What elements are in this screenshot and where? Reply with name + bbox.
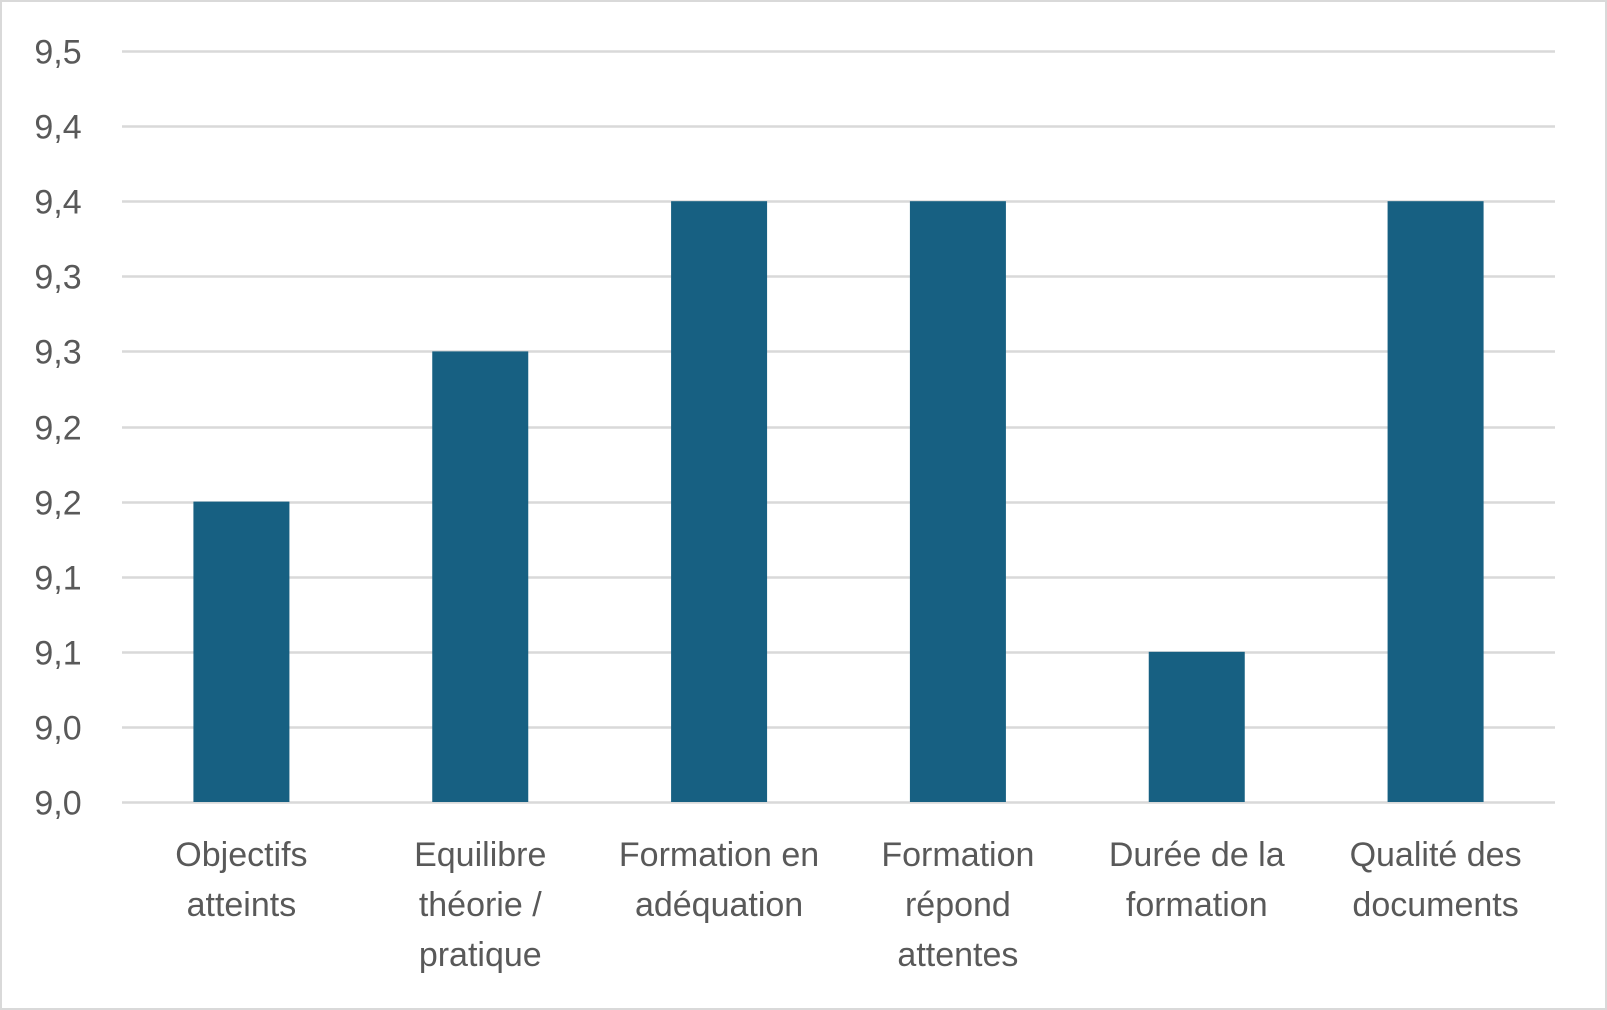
bar (1148, 651, 1245, 802)
x-category-label-line: Qualité des (1350, 836, 1522, 874)
x-category-label: Equilibre théorie / pratique (414, 836, 546, 974)
x-category-label-line: pratique (419, 936, 542, 974)
x-category-label-line: formation (1126, 886, 1268, 924)
x-category-label-line: attentes (897, 936, 1018, 974)
x-category-label: Formation en adéquation (619, 836, 819, 924)
x-category-label: Durée de la formation (1109, 836, 1285, 924)
bar (432, 351, 529, 802)
bar (193, 501, 290, 802)
x-category-label: Objectifs atteints (175, 836, 307, 924)
x-category-label-line: théorie / (419, 886, 542, 924)
y-tick-label: 9,4 (34, 184, 81, 222)
y-tick-label: 9,2 (34, 410, 81, 448)
y-tick-label: 9,1 (34, 635, 81, 673)
y-tick-label: 9,2 (34, 485, 81, 523)
x-axis-category-labels: Objectifs atteints Equilibre théorie / prati… (175, 836, 1521, 974)
y-tick-label: 9,0 (34, 785, 81, 823)
x-category-label-line: Durée de la (1109, 836, 1285, 874)
x-category-label-line: Equilibre (414, 836, 546, 874)
y-tick-label: 9,3 (34, 334, 81, 372)
x-category-label-line: atteints (187, 886, 297, 924)
y-tick-label: 9,3 (34, 259, 81, 297)
x-category-label-line: Objectifs (175, 836, 307, 874)
y-tick-label: 9,1 (34, 560, 81, 598)
bar (671, 201, 768, 802)
y-tick-label: 9,4 (34, 109, 81, 147)
x-category-label-line: documents (1352, 886, 1518, 924)
x-category-label: Formation répond attentes (881, 836, 1034, 974)
x-category-label: Qualité des documents (1350, 836, 1522, 924)
x-category-label-line: adéquation (635, 886, 803, 924)
bar (909, 201, 1006, 802)
y-tick-label: 9,5 (34, 34, 81, 72)
x-category-label-line: Formation (881, 836, 1034, 874)
gridlines (122, 50, 1555, 804)
x-category-label-line: Formation en (619, 836, 819, 874)
x-category-label-line: répond (905, 886, 1011, 924)
y-axis-tick-labels: 9,0 9,0 9,1 9,1 9,2 9,2 9,3 9,3 9,4 9,4 9,5 (34, 34, 81, 823)
y-tick-label: 9,0 (34, 710, 81, 748)
bars (193, 201, 1484, 802)
bar (1387, 201, 1484, 802)
